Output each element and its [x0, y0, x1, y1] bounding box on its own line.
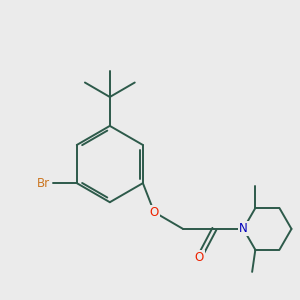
Text: O: O: [194, 251, 204, 264]
Text: O: O: [149, 206, 159, 219]
Text: Br: Br: [37, 177, 50, 190]
Text: N: N: [239, 222, 248, 236]
